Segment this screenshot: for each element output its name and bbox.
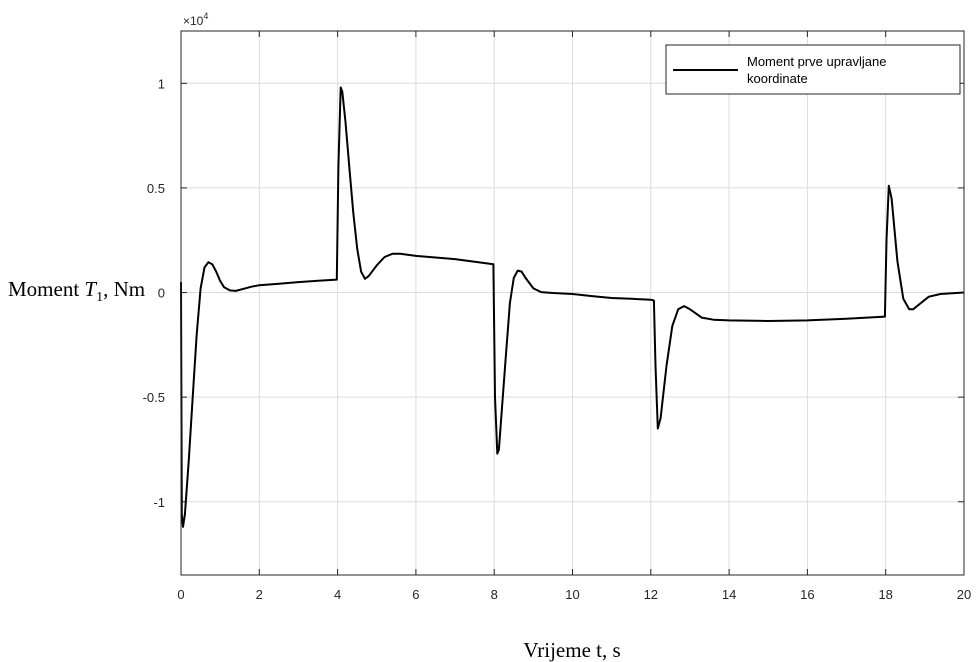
x-tick-label: 8 [491,587,498,602]
legend-label-line-1: Moment prve upravljane [747,54,886,69]
x-tick-label: 18 [878,587,892,602]
y-tick-label: -0.5 [143,390,165,405]
x-axis-ticks: 0 2 4 6 8 10 12 14 16 18 20 [177,31,971,602]
x-axis-label: Vrijeme t, s [523,638,620,662]
y-tick-label: 1 [158,76,165,91]
y-tick-label: 0.5 [147,181,165,196]
legend-label-line-2: koordinate [747,71,808,86]
y-exponent-label: ×104 [183,11,208,28]
plot-frame [180,30,965,576]
x-tick-label: 12 [644,587,658,602]
x-tick-label: 16 [800,587,814,602]
legend: Moment prve upravljane koordinate [665,44,961,95]
x-tick-label: 2 [256,587,263,602]
y-tick-label: 0 [158,286,165,301]
series-line-moment-prve-upravljane-koordinate [180,86,965,528]
x-tick-label: 20 [957,587,971,602]
series-group [180,86,965,528]
x-tick-label: 0 [177,587,184,602]
y-tick-label: -1 [153,495,165,510]
x-tick-label: 10 [565,587,579,602]
y-axis-label: Moment T1, Nm [8,277,145,305]
x-tick-label: 4 [334,587,341,602]
x-tick-label: 14 [722,587,736,602]
x-tick-label: 6 [412,587,419,602]
